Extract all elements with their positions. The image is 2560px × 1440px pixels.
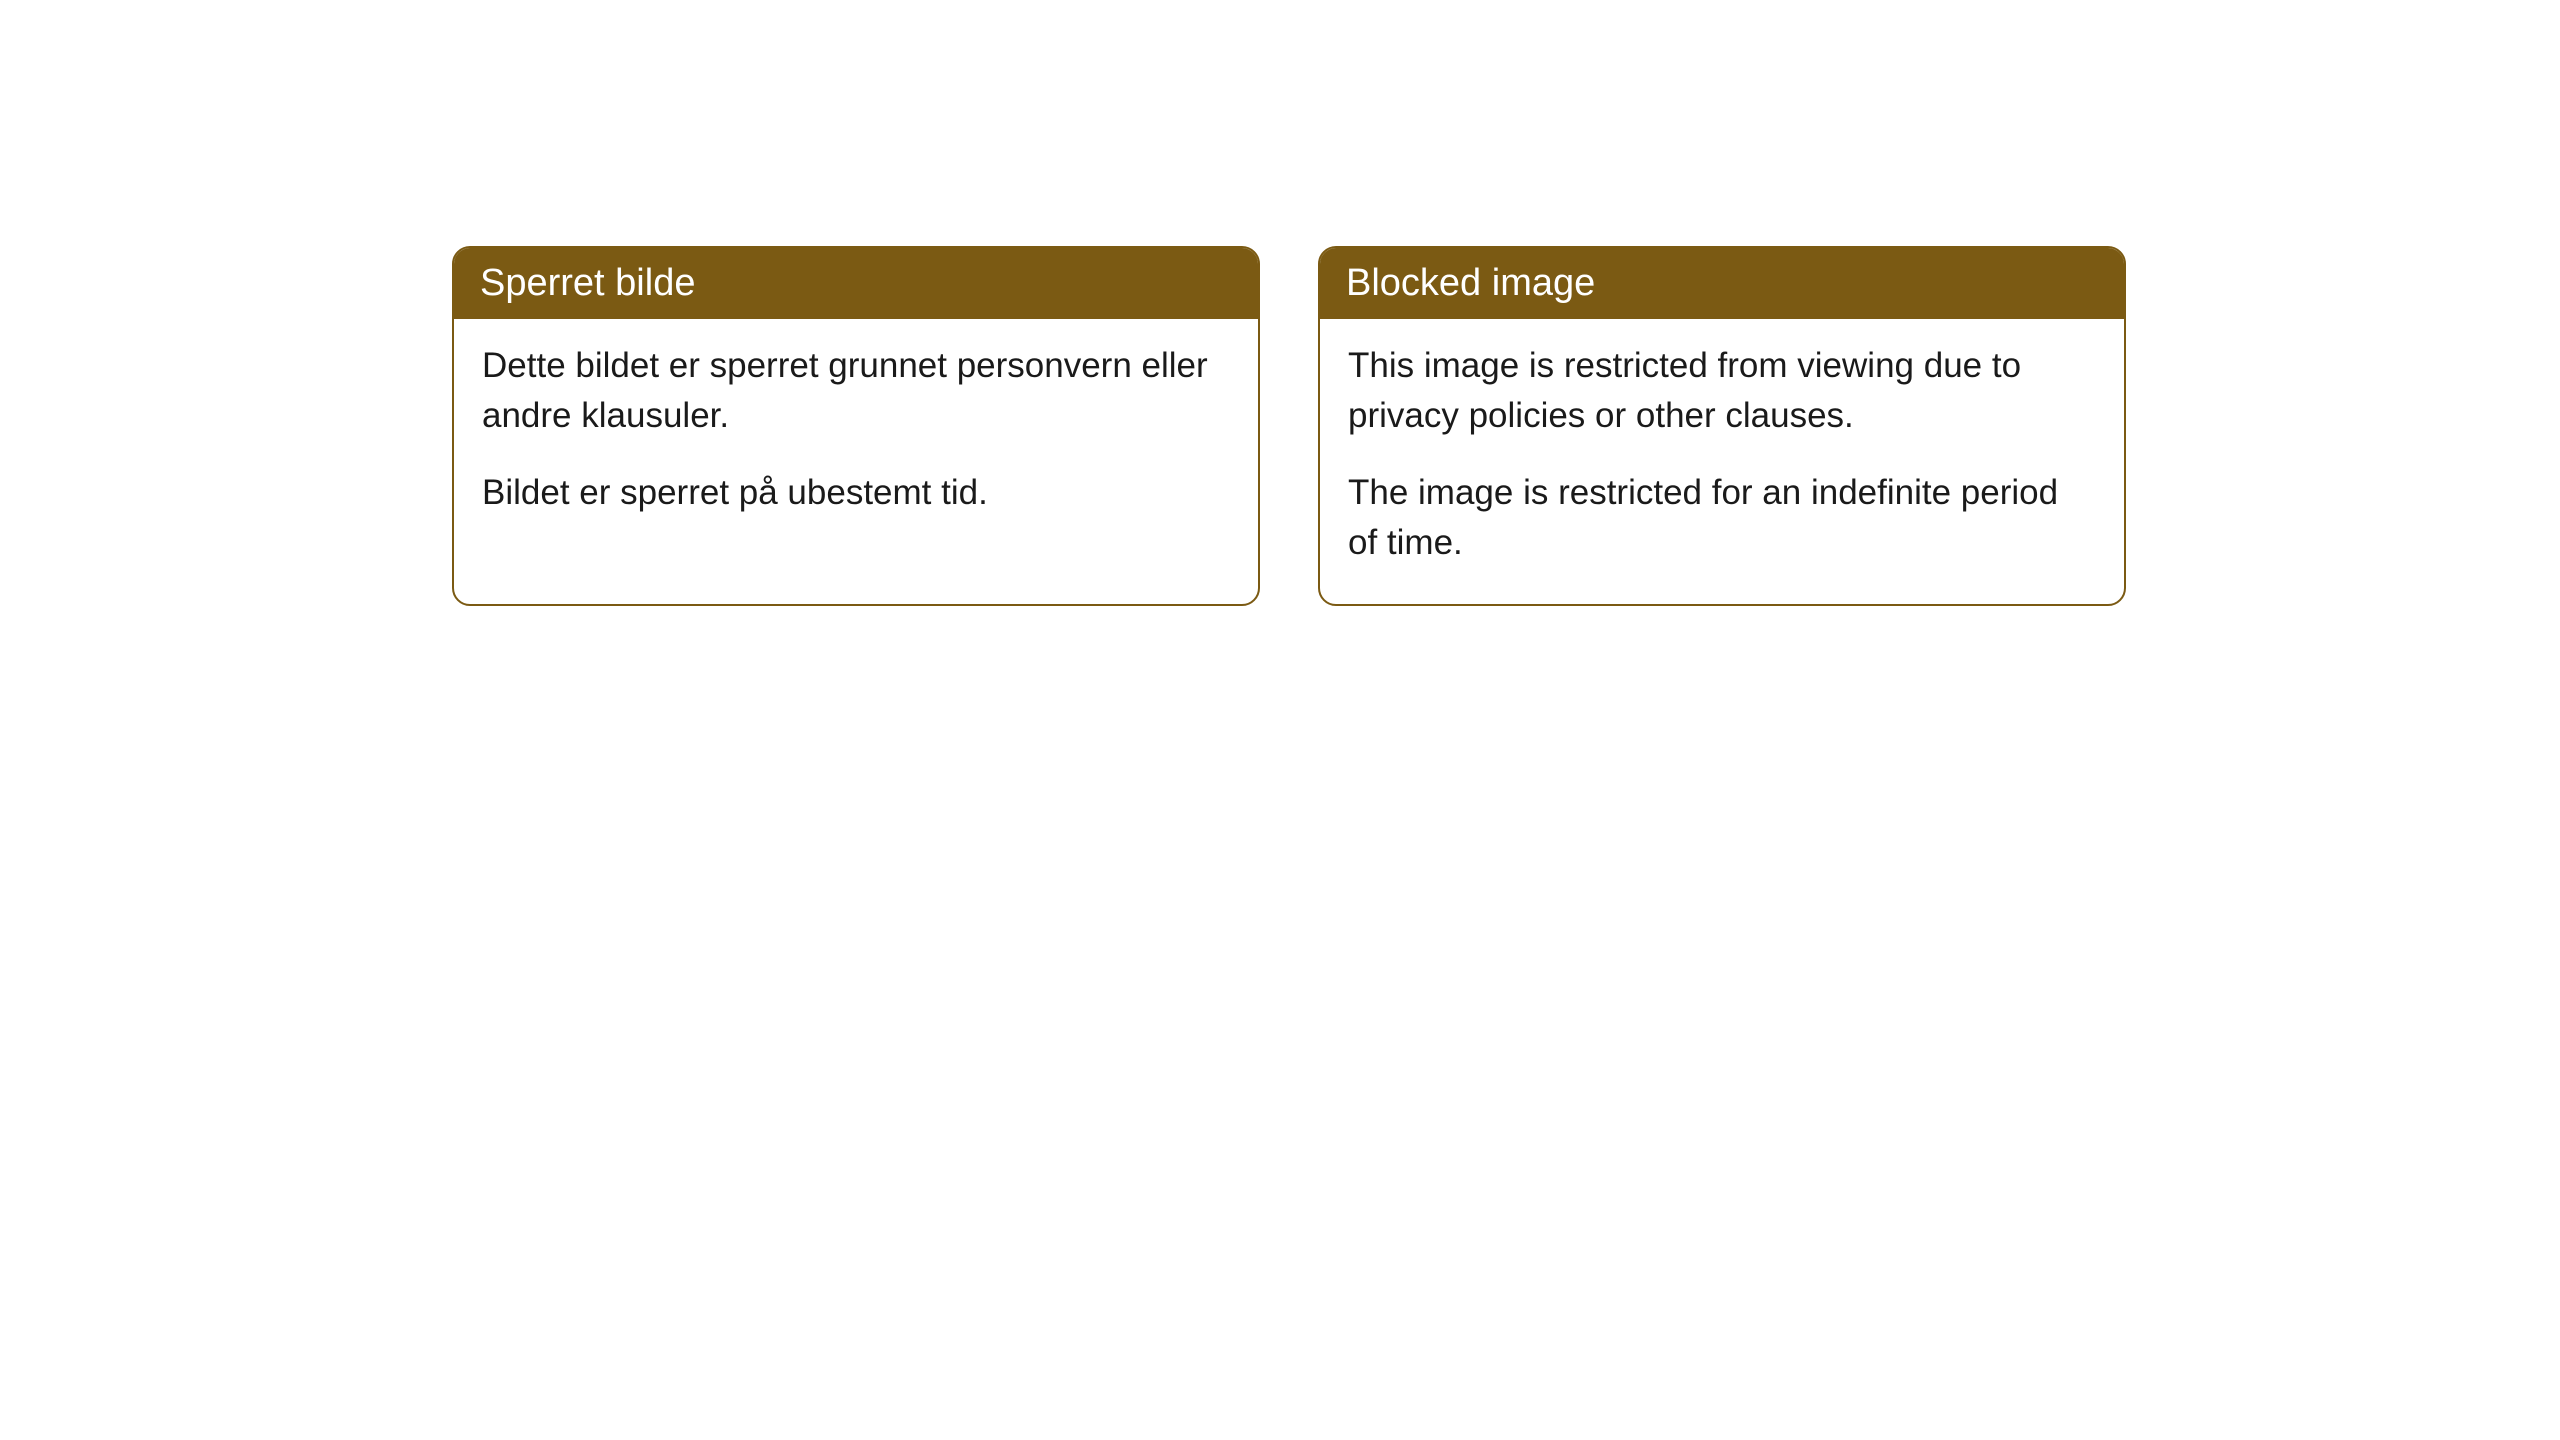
card-title: Blocked image bbox=[1346, 262, 1595, 304]
notice-cards-container: Sperret bilde Dette bildet er sperret gr… bbox=[452, 246, 2126, 606]
card-header-norwegian: Sperret bilde bbox=[454, 248, 1258, 319]
card-title: Sperret bilde bbox=[480, 262, 695, 304]
card-header-english: Blocked image bbox=[1320, 248, 2124, 319]
card-body-english: This image is restricted from viewing du… bbox=[1320, 319, 2124, 604]
notice-card-norwegian: Sperret bilde Dette bildet er sperret gr… bbox=[452, 246, 1260, 606]
notice-card-english: Blocked image This image is restricted f… bbox=[1318, 246, 2126, 606]
card-paragraph: Bildet er sperret på ubestemt tid. bbox=[482, 468, 1230, 518]
card-paragraph: This image is restricted from viewing du… bbox=[1348, 341, 2096, 440]
card-paragraph: The image is restricted for an indefinit… bbox=[1348, 468, 2096, 567]
card-paragraph: Dette bildet er sperret grunnet personve… bbox=[482, 341, 1230, 440]
card-body-norwegian: Dette bildet er sperret grunnet personve… bbox=[454, 319, 1258, 554]
